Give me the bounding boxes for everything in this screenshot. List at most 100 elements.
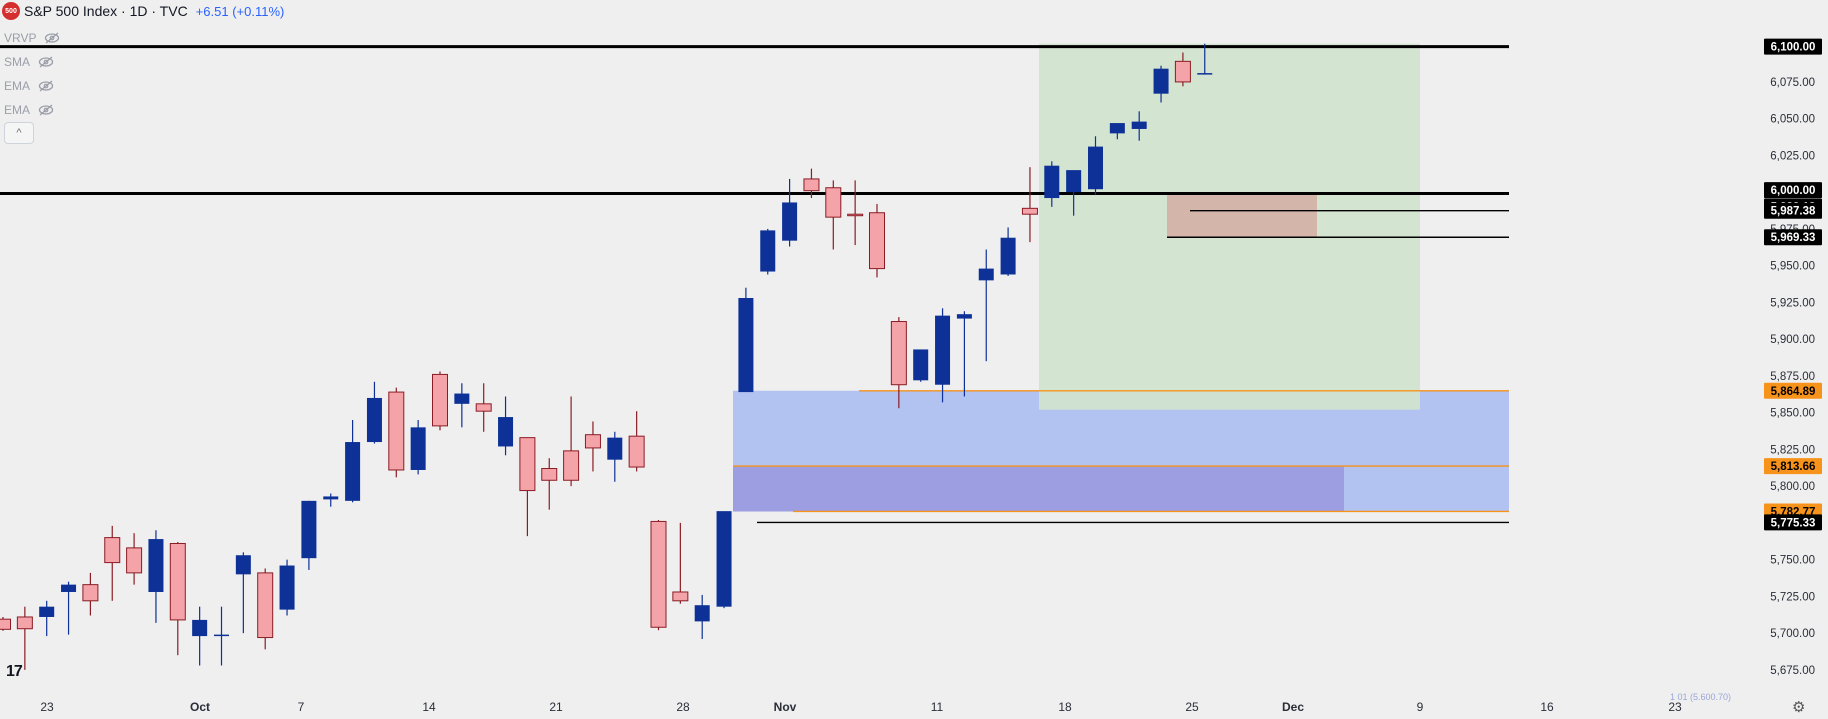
candle[interactable] bbox=[847, 180, 864, 246]
candle[interactable] bbox=[1174, 52, 1191, 87]
candle-body-up bbox=[782, 202, 798, 241]
candle[interactable] bbox=[956, 311, 972, 397]
candle[interactable] bbox=[169, 542, 186, 656]
candle[interactable] bbox=[1044, 161, 1060, 207]
candle[interactable] bbox=[1109, 123, 1125, 140]
candle-body-down bbox=[104, 537, 121, 564]
price-axis-label[interactable]: 5,987.38 bbox=[1764, 202, 1822, 219]
indicator-row[interactable]: EMA bbox=[4, 74, 60, 98]
candle[interactable] bbox=[475, 383, 492, 432]
support-zone-purple[interactable] bbox=[733, 466, 1344, 512]
candle[interactable] bbox=[825, 180, 842, 250]
brown-range[interactable] bbox=[1167, 193, 1317, 238]
price-tick-label: 5,800.00 bbox=[1770, 481, 1815, 493]
candle[interactable] bbox=[978, 249, 994, 362]
candle[interactable] bbox=[541, 458, 558, 510]
candle[interactable] bbox=[1066, 170, 1082, 216]
price-axis-label[interactable]: 5,969.33 bbox=[1764, 229, 1822, 246]
candle[interactable] bbox=[1021, 167, 1038, 243]
candle[interactable] bbox=[192, 606, 208, 666]
candle[interactable] bbox=[694, 594, 710, 640]
candle-body-up bbox=[1109, 123, 1125, 134]
eye-off-icon[interactable] bbox=[38, 80, 54, 92]
candle[interactable] bbox=[82, 572, 99, 616]
candle[interactable] bbox=[410, 420, 426, 475]
candle-body-down bbox=[628, 435, 645, 468]
candle[interactable] bbox=[323, 493, 339, 507]
candle[interactable] bbox=[563, 396, 580, 487]
candle[interactable] bbox=[913, 349, 929, 382]
time-tick-label: 18 bbox=[1058, 700, 1072, 714]
price-axis-label[interactable]: 5,813.66 bbox=[1764, 458, 1822, 475]
candle[interactable] bbox=[738, 287, 754, 393]
candle[interactable] bbox=[0, 616, 11, 631]
price-axis-label[interactable]: 6,000.00 bbox=[1764, 182, 1822, 199]
price-axis-label[interactable]: 5,775.33 bbox=[1764, 514, 1822, 531]
candle[interactable] bbox=[1000, 227, 1016, 276]
eye-off-icon[interactable] bbox=[38, 104, 54, 116]
candle[interactable] bbox=[1197, 43, 1213, 75]
candle[interactable] bbox=[519, 437, 536, 537]
time-tick-label: 11 bbox=[931, 700, 944, 714]
svg-text:5,775.33: 5,775.33 bbox=[1771, 517, 1816, 529]
indicator-row[interactable]: SMA bbox=[4, 50, 60, 74]
candle[interactable] bbox=[279, 559, 295, 616]
candle[interactable] bbox=[61, 581, 77, 635]
candle[interactable] bbox=[869, 203, 885, 278]
candle-body-down bbox=[672, 591, 689, 602]
candle[interactable] bbox=[498, 396, 514, 456]
candle[interactable] bbox=[672, 522, 689, 604]
candle[interactable] bbox=[716, 511, 732, 609]
time-tick-label: 28 bbox=[676, 700, 690, 714]
time-axis[interactable]: 23 Oct 7 14 21 28 Nov 11 18 25 Dec 9 16 231 01 (5.600… bbox=[40, 692, 1731, 714]
candle-body-up bbox=[192, 619, 208, 637]
candle[interactable] bbox=[1088, 136, 1103, 196]
indicator-list: VRVP SMA EMA EMA bbox=[4, 26, 60, 122]
candle[interactable] bbox=[628, 411, 645, 472]
eye-off-icon[interactable] bbox=[38, 56, 54, 68]
candle[interactable] bbox=[432, 371, 448, 431]
candle[interactable] bbox=[454, 383, 470, 428]
candle[interactable] bbox=[935, 308, 951, 403]
tradingview-logo[interactable]: 17 bbox=[6, 663, 23, 680]
indicator-label: SMA bbox=[4, 55, 31, 69]
candle-body-down bbox=[169, 542, 186, 621]
price-axis-label[interactable]: 5,864.89 bbox=[1764, 382, 1822, 399]
time-tick-label: Dec bbox=[1282, 700, 1304, 714]
price-tick-label: 5,750.00 bbox=[1770, 555, 1815, 567]
price-tick-label: 6,025.00 bbox=[1770, 150, 1815, 162]
candle[interactable] bbox=[235, 552, 251, 634]
candle[interactable] bbox=[584, 421, 601, 472]
candle[interactable] bbox=[257, 568, 274, 650]
gear-icon[interactable]: ⚙ bbox=[1792, 699, 1806, 716]
candle[interactable] bbox=[1153, 65, 1169, 103]
indicator-row[interactable]: VRVP bbox=[4, 26, 60, 50]
candle[interactable] bbox=[1131, 111, 1147, 141]
candle[interactable] bbox=[104, 525, 121, 601]
candle[interactable] bbox=[366, 381, 382, 444]
candle[interactable] bbox=[148, 530, 164, 623]
candle[interactable] bbox=[890, 317, 907, 409]
indicator-row[interactable]: EMA bbox=[4, 98, 60, 122]
candle[interactable] bbox=[214, 606, 229, 666]
price-tick-label: 5,925.00 bbox=[1770, 297, 1815, 309]
candle[interactable] bbox=[301, 500, 317, 570]
candle-body-up bbox=[1197, 73, 1213, 75]
time-tick-label: Nov bbox=[774, 700, 797, 714]
candle[interactable] bbox=[650, 519, 667, 631]
chart-title[interactable]: S&P 500 Index · 1D · TVC bbox=[24, 3, 188, 19]
candle[interactable] bbox=[39, 600, 55, 637]
candle[interactable] bbox=[126, 533, 143, 585]
candle[interactable] bbox=[388, 387, 405, 478]
collapse-indicators-button[interactable]: ^ bbox=[4, 122, 34, 144]
eye-off-icon[interactable] bbox=[44, 32, 60, 44]
price-axis-label[interactable]: 6,100.00 bbox=[1764, 38, 1822, 55]
symbol-logo-icon[interactable]: 500 bbox=[2, 2, 20, 20]
candle[interactable] bbox=[345, 420, 361, 503]
candle[interactable] bbox=[760, 228, 776, 275]
candle[interactable] bbox=[16, 606, 33, 670]
candle[interactable] bbox=[782, 178, 798, 247]
candle[interactable] bbox=[607, 431, 623, 482]
candle[interactable] bbox=[803, 168, 820, 199]
